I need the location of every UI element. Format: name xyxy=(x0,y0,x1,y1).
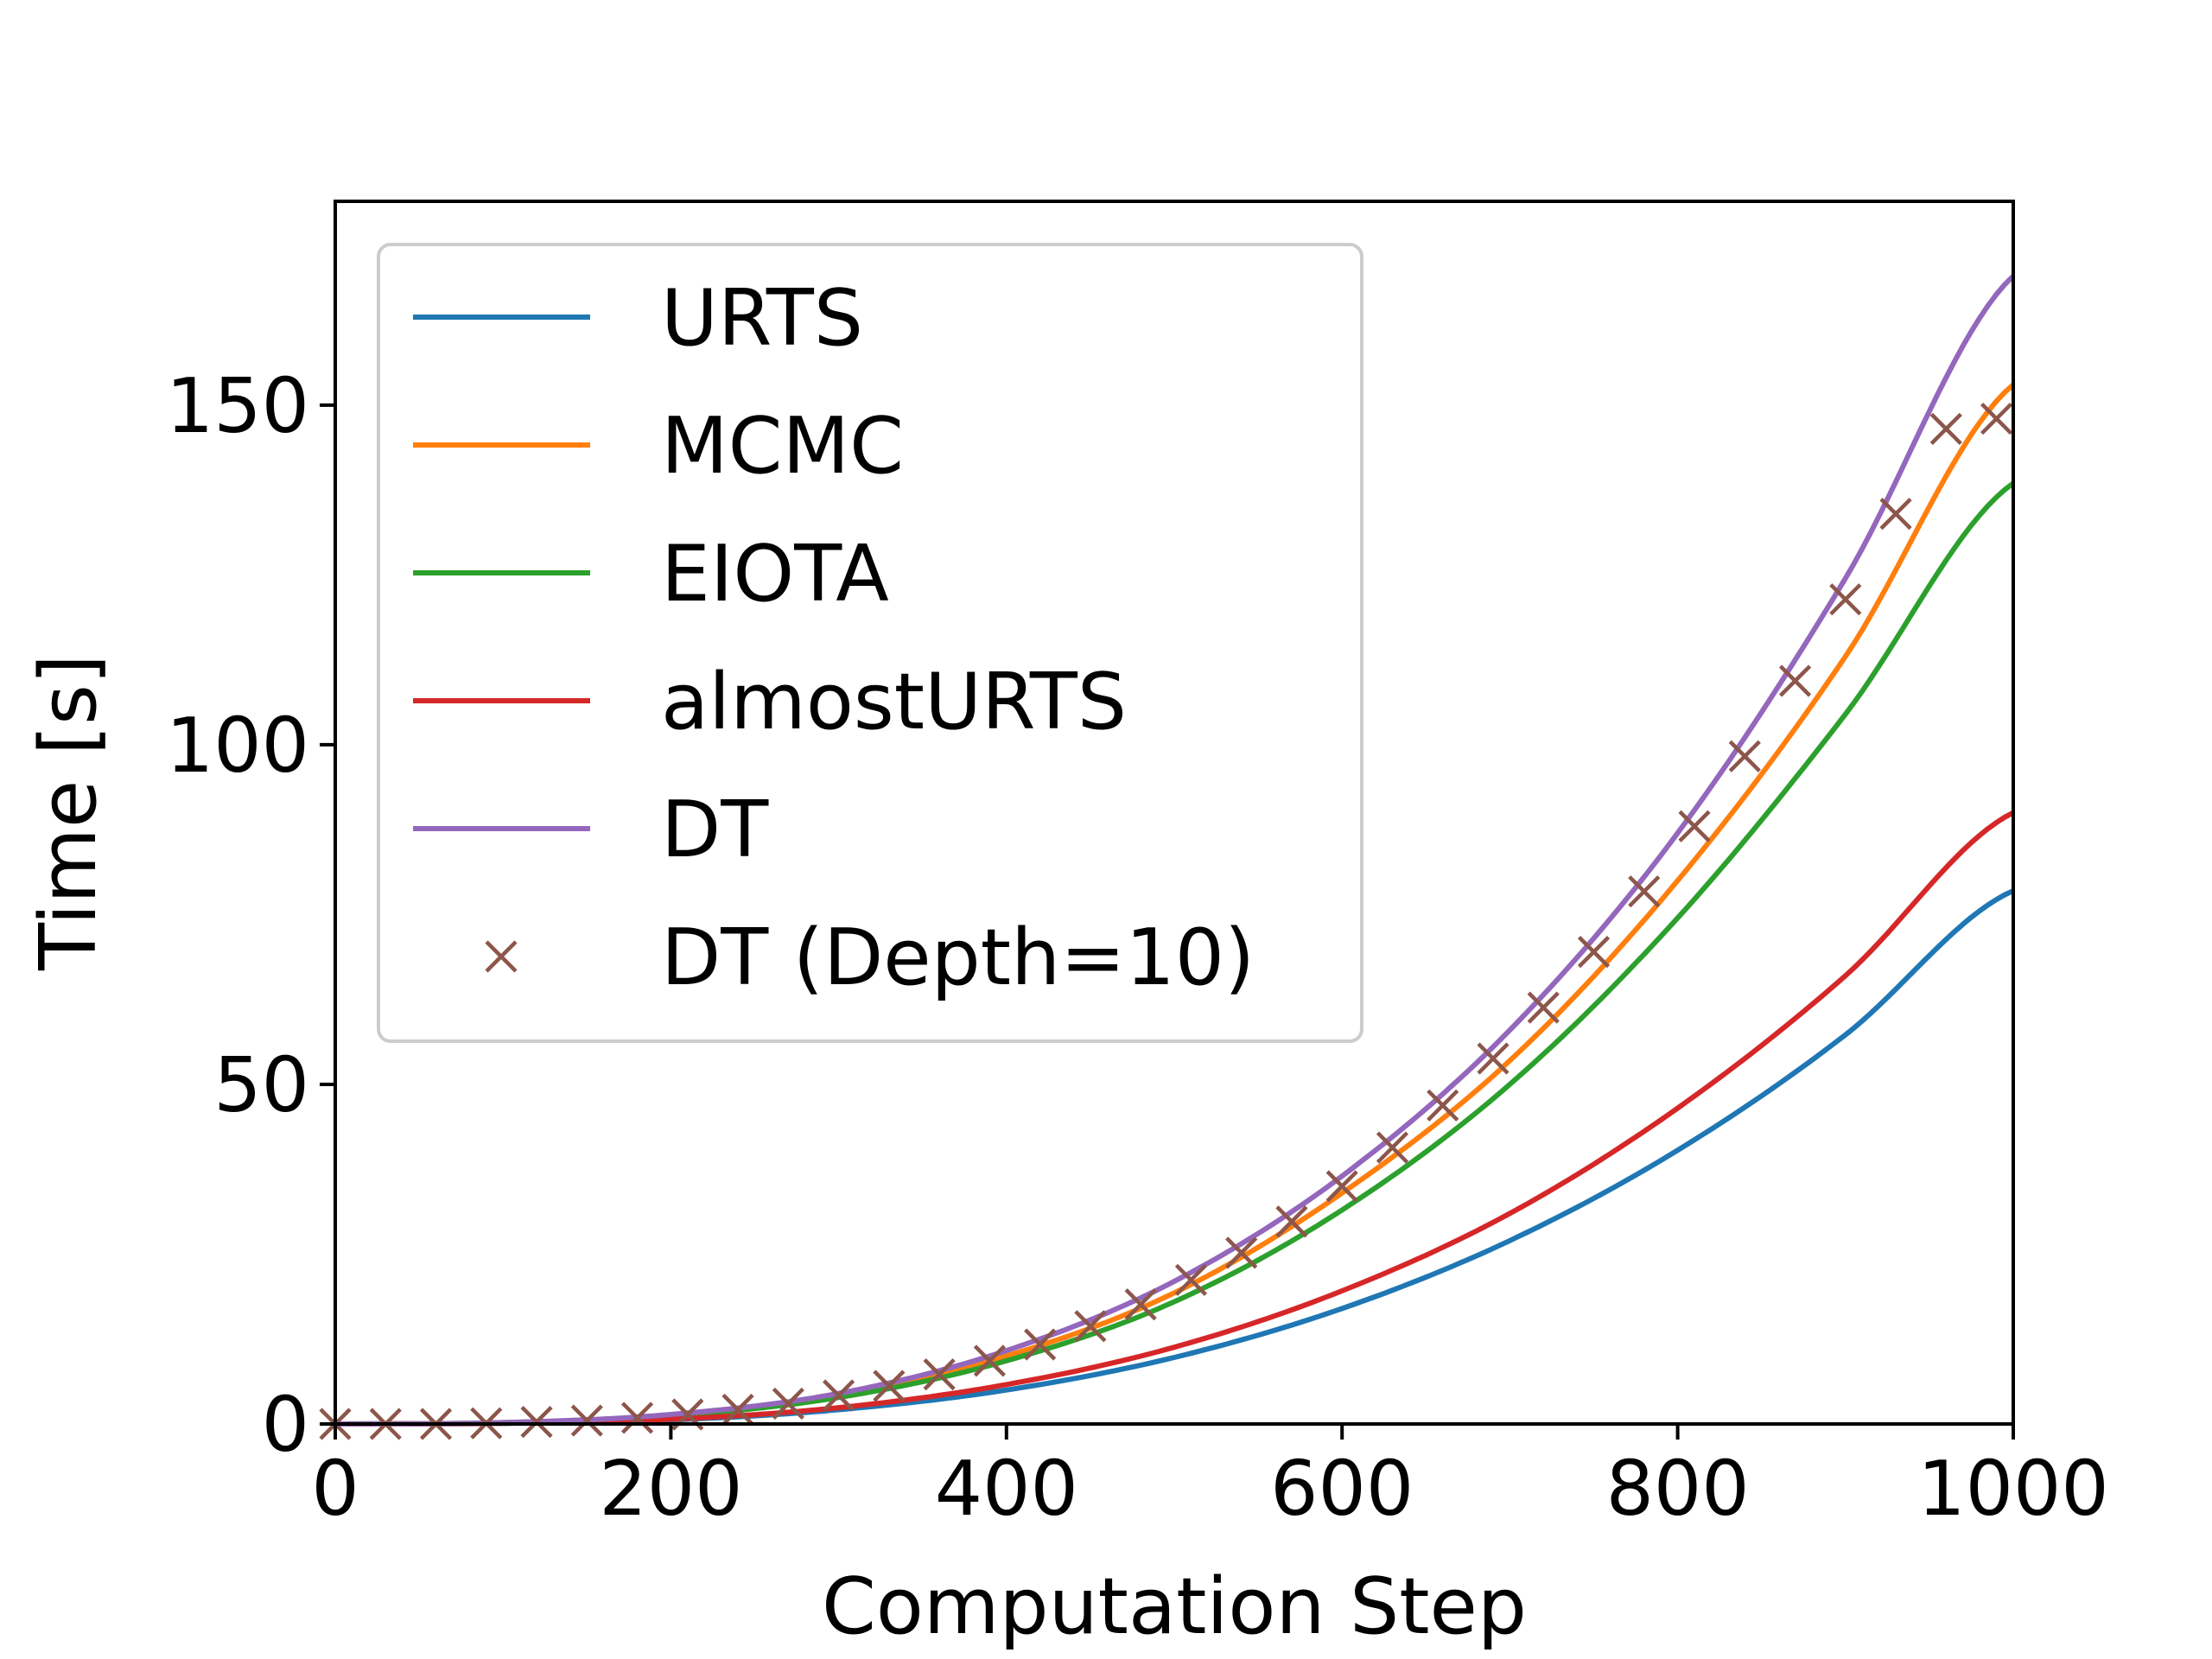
data-point-dt-depth-10 xyxy=(823,1379,855,1412)
legend-item-dt: DT xyxy=(413,785,769,875)
data-point-dt-depth-10 xyxy=(1577,936,1611,969)
legend-item-almosturts: almostURTS xyxy=(413,657,1127,747)
legend: URTS MCMC EIOTA almostURTS DT DT (Depth=10) xyxy=(377,243,1363,1043)
y-tick-label: 100 xyxy=(166,702,309,790)
x-axis-label: Computation Step xyxy=(822,1561,1527,1652)
legend-label-dt-depth-10: DT (Depth=10) xyxy=(661,912,1255,1003)
x-axis: 0 200 400 600 800 1000 xyxy=(311,1424,2109,1533)
data-point-dt-depth-10 xyxy=(1477,1042,1510,1075)
data-point-dt-depth-10 xyxy=(520,1406,553,1439)
legend-label-urts: URTS xyxy=(661,273,863,364)
x-tick-label: 800 xyxy=(1606,1445,1750,1533)
data-point-dt-depth-10 xyxy=(1527,991,1560,1024)
legend-label-almosturts: almostURTS xyxy=(661,657,1127,747)
data-point-dt-depth-10 xyxy=(1678,810,1711,842)
legend-marker-dt-depth-10 xyxy=(485,940,518,973)
x-tick-label: 0 xyxy=(311,1445,359,1533)
x-tick-label: 1000 xyxy=(1917,1445,2108,1533)
y-tick-label: 0 xyxy=(262,1381,309,1469)
plot-frame xyxy=(334,200,2015,1426)
series-line-dt xyxy=(335,274,2016,1427)
data-point-dt-depth-10 xyxy=(772,1387,804,1421)
data-point-dt-depth-10 xyxy=(1778,664,1812,697)
data-point-dt-depth-10 xyxy=(1728,740,1761,772)
data-point-dt-depth-10 xyxy=(873,1370,906,1402)
data-point-dt-depth-10 xyxy=(1325,1170,1358,1203)
data-point-dt-depth-10 xyxy=(1879,498,1912,531)
y-axis-label: Time [s] xyxy=(23,654,114,971)
legend-item-dt-depth-10: DT (Depth=10) xyxy=(485,912,1255,1003)
data-point-dt-depth-10 xyxy=(1225,1236,1258,1269)
data-point-dt-depth-10 xyxy=(570,1404,603,1437)
data-point-dt-depth-10 xyxy=(1376,1131,1409,1164)
y-tick-label: 150 xyxy=(166,362,309,450)
legend-label-mcmc: MCMC xyxy=(661,401,904,492)
legend-item-urts: URTS xyxy=(413,273,863,364)
legend-label-dt: DT xyxy=(661,785,769,875)
data-point-dt-depth-10 xyxy=(620,1402,654,1434)
x-tick-label: 400 xyxy=(935,1445,1078,1533)
legend-item-eiota: EIOTA xyxy=(413,529,889,620)
y-tick-label: 50 xyxy=(213,1041,309,1129)
data-point-dt-depth-10 xyxy=(1124,1288,1157,1321)
data-point-dt-depth-10 xyxy=(1174,1263,1208,1296)
data-point-dt-depth-10 xyxy=(1628,875,1661,908)
data-point-dt-depth-10 xyxy=(973,1344,1006,1377)
data-point-dt-depth-10 xyxy=(1074,1310,1107,1343)
y-axis: 0 50 100 150 xyxy=(166,362,335,1469)
series-line-almosturts xyxy=(335,810,2015,1427)
x-tick-label: 200 xyxy=(599,1445,742,1533)
legend-frame xyxy=(377,243,1363,1043)
data-point-dt-depth-10 xyxy=(1275,1205,1308,1238)
legend-label-eiota: EIOTA xyxy=(661,529,889,620)
data-point-dt-depth-10 xyxy=(721,1393,754,1427)
data-point-dt-depth-10 xyxy=(923,1358,956,1391)
data-point-dt-depth-10 xyxy=(1980,402,2013,435)
legend-item-mcmc: MCMC xyxy=(413,401,904,492)
data-point-dt-depth-10 xyxy=(1929,412,1962,445)
data-point-dt-depth-10 xyxy=(1829,583,1862,616)
x-tick-label: 600 xyxy=(1270,1445,1414,1533)
data-point-dt-depth-10 xyxy=(1427,1089,1459,1122)
data-point-dt-depth-10 xyxy=(1024,1328,1057,1361)
